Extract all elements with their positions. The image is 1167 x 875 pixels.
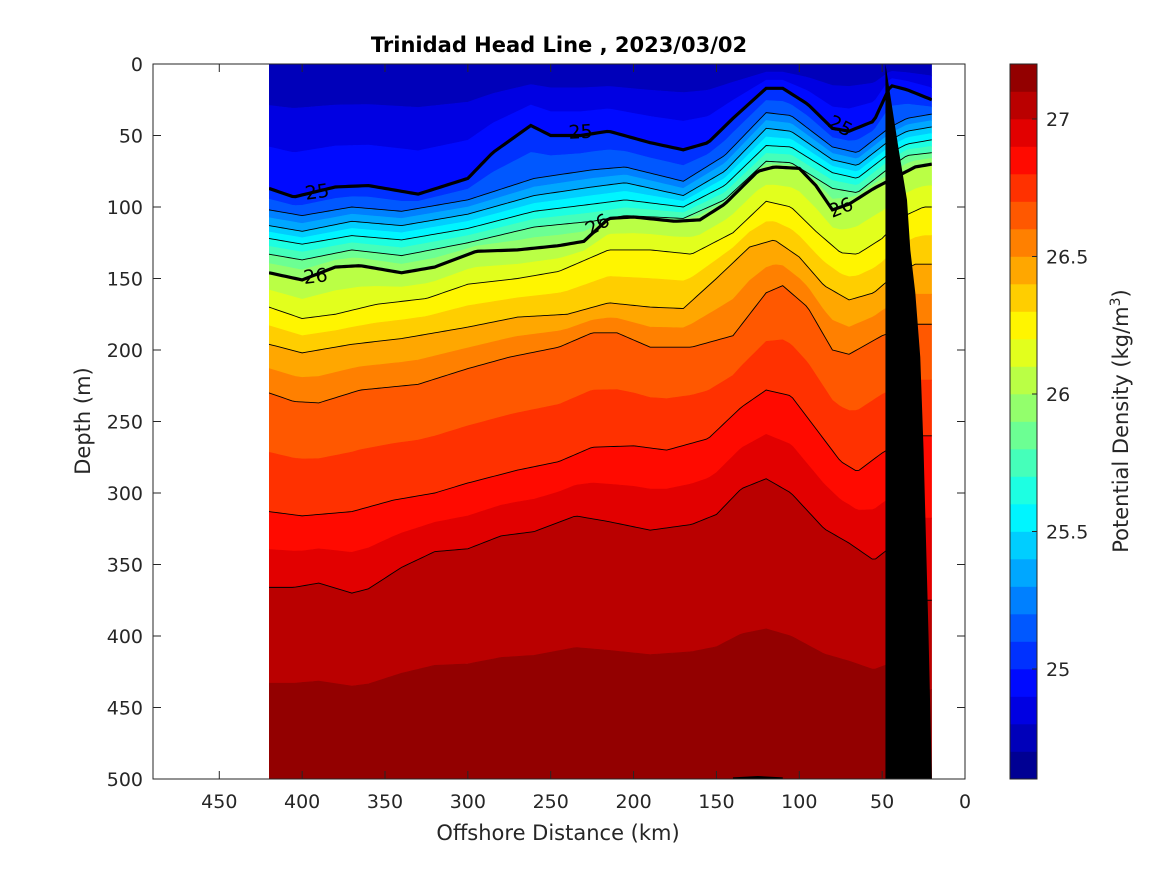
- colorbar-band-18: [1010, 256, 1037, 285]
- colorbar-band-2: [1010, 696, 1037, 725]
- x-tick-label: 50: [870, 791, 894, 813]
- y-tick-label: 100: [107, 197, 143, 219]
- isopycnal-26-4: [269, 239, 932, 354]
- x-tick-label: 0: [959, 791, 971, 813]
- isopycnal-26-2: [269, 200, 932, 319]
- contour-label-text: 26: [302, 264, 329, 289]
- contour-label-text: 25: [304, 180, 331, 205]
- isopycnal-25-2: [269, 112, 932, 217]
- colorbar-label-main: Potential Density (kg/m: [1109, 306, 1133, 552]
- x-tick-label: 450: [201, 791, 237, 813]
- x-tick-label: 200: [615, 791, 651, 813]
- colorbar-band-4: [1010, 641, 1037, 670]
- isopycnal-26-8: [269, 389, 932, 517]
- x-axis-ticks: 450 400 350 300 250 200 150 100 50 0: [201, 64, 971, 813]
- y-tick-label: 400: [107, 626, 143, 648]
- y-tick-label: 300: [107, 483, 143, 505]
- x-tick-label: 350: [367, 791, 403, 813]
- x-tick-label: 150: [698, 791, 734, 813]
- x-tick-label: 100: [781, 791, 817, 813]
- colorbar-band-1: [1010, 724, 1037, 752]
- colorbar-band-19: [1010, 229, 1037, 257]
- contour-label-3: 26: [302, 264, 329, 289]
- colorbar-band-11: [1010, 449, 1037, 477]
- colorbar-band-0: [1010, 751, 1037, 780]
- chart-title: Trinidad Head Line , 2023/03/02: [371, 33, 747, 57]
- colorbar-tick-label: 25: [1046, 659, 1070, 681]
- density-field-fill: [269, 64, 932, 779]
- x-tick-label: 250: [533, 791, 569, 813]
- y-tick-label: 250: [107, 412, 143, 434]
- colorbar-tick-label: 25.5: [1046, 522, 1088, 544]
- x-tick-label: 300: [450, 791, 486, 813]
- isopycnal-26: [269, 162, 932, 282]
- colorbar-band-10: [1010, 476, 1037, 505]
- colorbar-tick-label: 27: [1046, 109, 1070, 131]
- y-tick-label: 450: [107, 698, 143, 720]
- colorbar-frame: [1009, 63, 1038, 780]
- density-band-24: [269, 628, 932, 779]
- colorbar-tick-label: 26: [1046, 384, 1070, 406]
- y-axis-ticks: 0 50 100 150 200 250 300 350 400 450 500: [107, 54, 965, 791]
- isopycnal-27: [269, 478, 932, 601]
- isopycnal-25-6: [269, 139, 932, 245]
- y-tick-label: 150: [107, 269, 143, 291]
- colorbar-band-24: [1010, 91, 1037, 120]
- colorbar-band-20: [1010, 201, 1037, 230]
- colorbar-band-14: [1010, 366, 1037, 395]
- colorbar-band-6: [1010, 586, 1037, 615]
- colorbar-ticks: 25 25.5 26 26.5 27: [1032, 109, 1088, 681]
- colorbar-band-25: [1010, 64, 1037, 92]
- x-tick-label: 400: [284, 791, 320, 813]
- isopycnal-26-6: [269, 285, 932, 404]
- x-axis-label: Offshore Distance (km): [436, 821, 679, 845]
- colorbar-band-9: [1010, 504, 1037, 532]
- isopycnal-25-4: [269, 126, 932, 232]
- colorbar-band-3: [1010, 669, 1037, 697]
- colorbar-band-22: [1010, 146, 1037, 175]
- colorbar-band-8: [1010, 531, 1037, 560]
- isopycnal-25: [269, 84, 932, 199]
- contour-label-text: 25: [568, 121, 593, 144]
- y-tick-label: 50: [119, 126, 143, 148]
- colorbar-band-16: [1010, 311, 1037, 340]
- contour-label-1: 25: [568, 121, 593, 144]
- colorbar-band-21: [1010, 174, 1037, 202]
- y-tick-label: 350: [107, 555, 143, 577]
- colorbar-band-17: [1010, 284, 1037, 312]
- colorbar: [1009, 63, 1038, 780]
- colorbar-label-suffix: ): [1109, 289, 1133, 297]
- colorbar-band-15: [1010, 339, 1037, 367]
- colorbar-band-23: [1010, 119, 1037, 147]
- isopycnal-25-8: [269, 152, 932, 261]
- colorbar-band-13: [1010, 394, 1037, 422]
- colorbar-label: Potential Density (kg/m3): [1108, 289, 1133, 553]
- colorbar-band-5: [1010, 614, 1037, 642]
- isopycnal-layer: [269, 84, 932, 779]
- colorbar-tick-label: 26.5: [1046, 247, 1088, 269]
- contour-label-0: 25: [304, 180, 331, 205]
- colorbar-band-7: [1010, 559, 1037, 587]
- y-tick-label: 500: [107, 769, 143, 791]
- colorbar-band-12: [1010, 421, 1037, 450]
- seafloor-bathymetry: [885, 64, 932, 779]
- y-axis-label: Depth (m): [71, 367, 95, 474]
- y-tick-label: 0: [131, 54, 143, 76]
- colorbar-label-superscript: 3: [1108, 297, 1124, 306]
- y-tick-label: 200: [107, 340, 143, 362]
